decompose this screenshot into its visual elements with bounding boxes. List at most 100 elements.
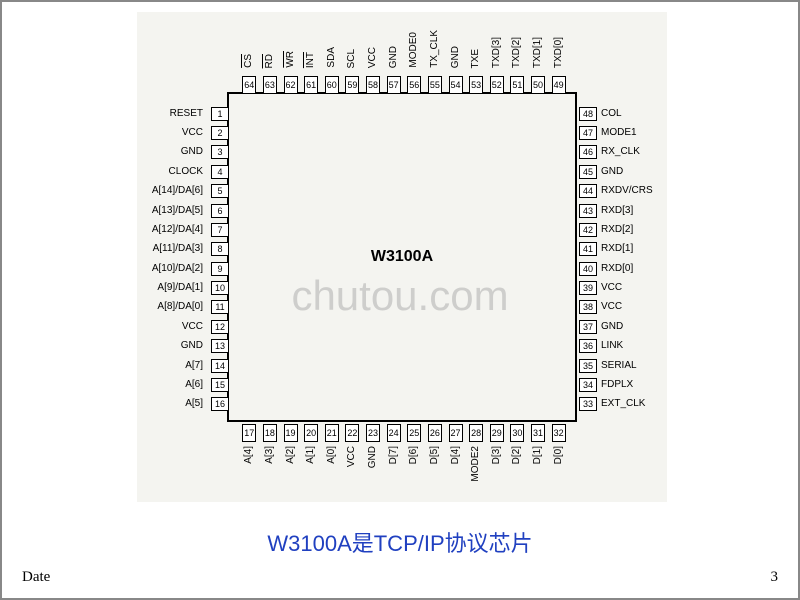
pinlabel-60: SDA — [326, 47, 337, 68]
pinlabel-2: VCC — [182, 127, 203, 138]
pinlabel-23: GND — [367, 446, 378, 468]
pin-38: 38 — [579, 300, 597, 314]
pin-40: 40 — [579, 262, 597, 276]
pinlabel-15: A[6] — [185, 379, 203, 390]
pin-54: 54 — [449, 76, 463, 94]
pin-62: 62 — [284, 76, 298, 94]
pinlabel-56: MODE0 — [408, 32, 419, 68]
pin-33: 33 — [579, 397, 597, 411]
pin-26: 26 — [428, 424, 442, 442]
pinlabel-48: COL — [601, 108, 622, 119]
footer-page: 3 — [771, 569, 779, 586]
pinlabel-36: LINK — [601, 340, 623, 351]
pinlabel-10: A[9]/DA[1] — [157, 282, 203, 293]
pinlabel-26: D[5] — [429, 446, 440, 464]
pinlabel-12: VCC — [182, 321, 203, 332]
pin-30: 30 — [510, 424, 524, 442]
pin-17: 17 — [242, 424, 256, 442]
pinlabel-33: EXT_CLK — [601, 398, 645, 409]
pin-7: 7 — [211, 223, 229, 237]
pinlabel-50: TXD[1] — [532, 37, 543, 68]
caption: W3100A是TCP/IP协议芯片 — [267, 526, 532, 558]
pin-25: 25 — [407, 424, 421, 442]
pinlabel-44: RXDV/CRS — [601, 185, 653, 196]
pinlabel-6: A[13]/DA[5] — [152, 205, 203, 216]
pin-56: 56 — [407, 76, 421, 94]
pin-10: 10 — [211, 281, 229, 295]
pinlabel-62: WR — [285, 51, 296, 68]
pinlabel-28: MODE2 — [470, 446, 481, 482]
pinlabel-46: RX_CLK — [601, 146, 640, 157]
pinlabel-58: VCC — [367, 47, 378, 68]
pinlabel-14: A[7] — [185, 360, 203, 371]
pinlabel-38: VCC — [601, 301, 622, 312]
pin-46: 46 — [579, 145, 597, 159]
pin-64: 64 — [242, 76, 256, 94]
pinlabel-57: GND — [388, 46, 399, 68]
pin-52: 52 — [490, 76, 504, 94]
pin-15: 15 — [211, 378, 229, 392]
pinlabel-3: GND — [181, 146, 203, 157]
pin-29: 29 — [490, 424, 504, 442]
pin-31: 31 — [531, 424, 545, 442]
pin-63: 63 — [263, 76, 277, 94]
pin-61: 61 — [304, 76, 318, 94]
pinlabel-39: VCC — [601, 282, 622, 293]
pin-51: 51 — [510, 76, 524, 94]
pinlabel-45: GND — [601, 166, 623, 177]
pinlabel-29: D[3] — [491, 446, 502, 464]
pin-24: 24 — [387, 424, 401, 442]
pinlabel-11: A[8]/DA[0] — [157, 301, 203, 312]
pin-2: 2 — [211, 126, 229, 140]
pinlabel-52: TXD[3] — [491, 37, 502, 68]
pin-57: 57 — [387, 76, 401, 94]
pin-55: 55 — [428, 76, 442, 94]
pinlabel-43: RXD[3] — [601, 205, 633, 216]
pinlabel-21: A[0] — [326, 446, 337, 464]
pinlabel-53: TXE — [470, 49, 481, 68]
pin-53: 53 — [469, 76, 483, 94]
pinlabel-8: A[11]/DA[3] — [153, 243, 203, 254]
pin-3: 3 — [211, 145, 229, 159]
pinlabel-51: TXD[2] — [511, 37, 522, 68]
pin-41: 41 — [579, 242, 597, 256]
pinlabel-31: D[1] — [532, 446, 543, 464]
pin-1: 1 — [211, 107, 229, 121]
pinlabel-64: CS — [243, 54, 254, 68]
pin-44: 44 — [579, 184, 597, 198]
pin-37: 37 — [579, 320, 597, 334]
pin-27: 27 — [449, 424, 463, 442]
footer-date: Date — [22, 569, 50, 586]
pin-59: 59 — [345, 76, 359, 94]
pinlabel-16: A[5] — [185, 398, 203, 409]
pin-28: 28 — [469, 424, 483, 442]
pin-16: 16 — [211, 397, 229, 411]
pinlabel-55: TX_CLK — [429, 30, 440, 68]
pinlabel-18: A[3] — [264, 446, 275, 464]
pinlabel-22: VCC — [346, 446, 357, 467]
pinlabel-49: TXD[0] — [553, 37, 564, 68]
pin-9: 9 — [211, 262, 229, 276]
pin-21: 21 — [325, 424, 339, 442]
pinlabel-59: SCL — [346, 49, 357, 68]
pin-50: 50 — [531, 76, 545, 94]
pinlabel-13: GND — [181, 340, 203, 351]
pinlabel-30: D[2] — [511, 446, 522, 464]
pin-20: 20 — [304, 424, 318, 442]
pinlabel-20: A[1] — [305, 446, 316, 464]
pinlabel-61: INT — [305, 52, 316, 68]
pin-18: 18 — [263, 424, 277, 442]
pin-35: 35 — [579, 359, 597, 373]
pin-5: 5 — [211, 184, 229, 198]
pin-36: 36 — [579, 339, 597, 353]
pinlabel-5: A[14]/DA[6] — [152, 185, 203, 196]
pin-34: 34 — [579, 378, 597, 392]
pinlabel-37: GND — [601, 321, 623, 332]
pinlabel-19: A[2] — [285, 446, 296, 464]
pinlabel-41: RXD[1] — [601, 243, 633, 254]
pin-43: 43 — [579, 204, 597, 218]
pinlabel-7: A[12]/DA[4] — [152, 224, 203, 235]
pin-48: 48 — [579, 107, 597, 121]
pin-11: 11 — [211, 300, 229, 314]
pinlabel-34: FDPLX — [601, 379, 633, 390]
